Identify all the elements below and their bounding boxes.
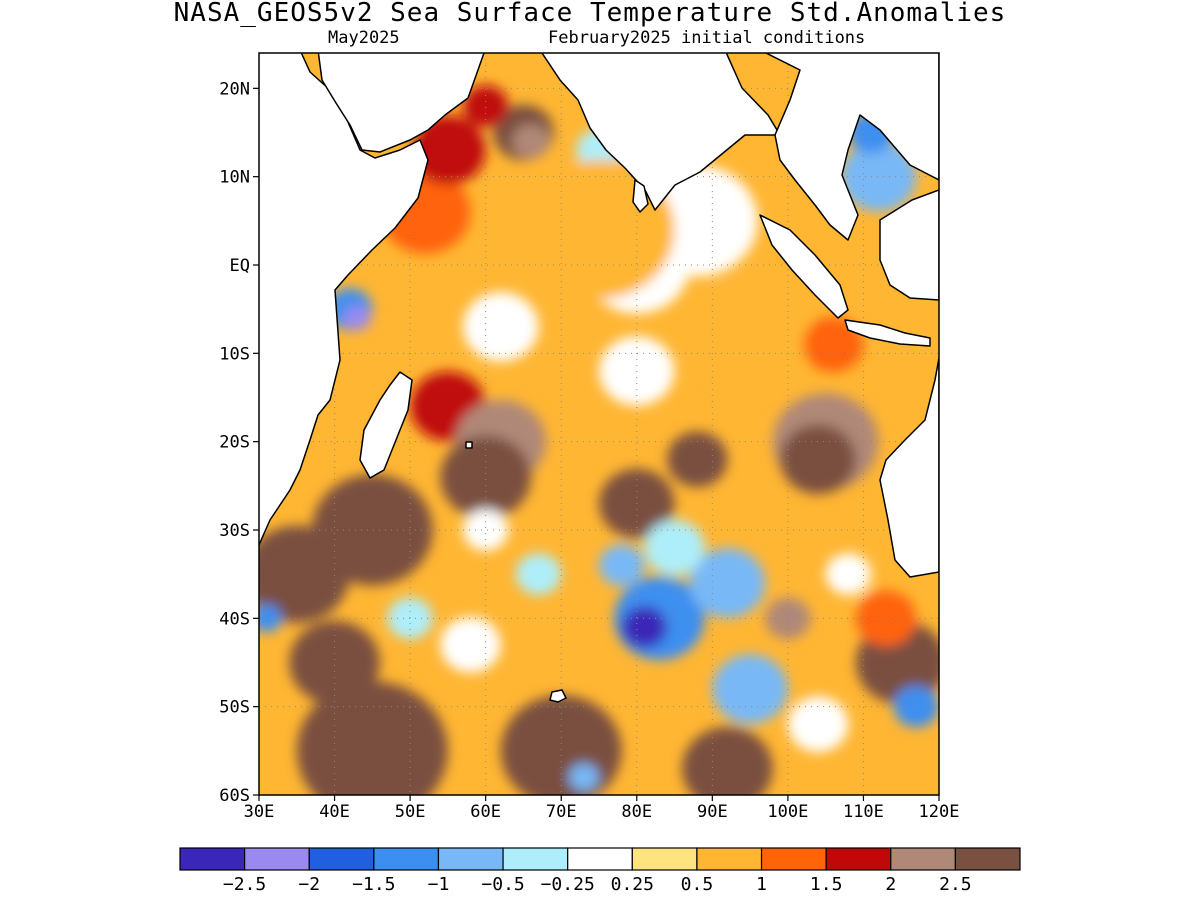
anomaly-patch: [855, 590, 917, 647]
anomaly-patch: [515, 553, 562, 596]
colorbar-swatch: [502, 847, 569, 871]
colorbar-label: 2.5: [939, 874, 972, 895]
lat-tick-label: EQ: [230, 256, 250, 276]
anomaly-patch: [780, 424, 856, 495]
colorbar-label: −0.25: [541, 874, 595, 895]
colorbar-swatch: [631, 847, 698, 871]
map-axes: 30E 40E 50E 60E 70E 80E 90E 100E 110E 120E 20N 10N E…: [219, 79, 959, 822]
colorbar-swatch: [954, 847, 1021, 871]
southeast-asia-landmass: [764, 53, 939, 241]
arabia-landmass: [317, 53, 485, 153]
initial-conditions-label: February2025 initial conditions: [548, 28, 866, 48]
colorbar-swatch: [696, 847, 763, 871]
anomaly-patch: [689, 548, 766, 618]
lon-tick-label: 30E: [244, 802, 275, 822]
lat-tick-label: 40S: [219, 609, 250, 629]
colorbar-label: −1.5: [352, 874, 395, 895]
colorbar-label: 1: [756, 874, 767, 895]
anomaly-patch: [568, 763, 600, 792]
lon-tick-label: 50E: [395, 802, 426, 822]
anomaly-patch: [682, 726, 773, 795]
anomaly-patch: [259, 525, 350, 623]
colorbar-label: −0.5: [481, 874, 524, 895]
anomaly-patch: [440, 617, 501, 673]
lon-tick-label: 90E: [697, 802, 728, 822]
sri-lanka-landmass: [632, 179, 649, 213]
lon-tick-label: 120E: [919, 802, 960, 822]
landmasses: [259, 53, 939, 703]
anomaly-patch: [667, 431, 728, 488]
lon-tick-label: 100E: [767, 802, 808, 822]
anomaly-patch: [512, 123, 550, 159]
map-frame: [258, 52, 940, 796]
lat-lon-grid: [259, 53, 939, 795]
anomaly-patch: [463, 85, 509, 127]
borneo-landmass: [879, 189, 939, 301]
anomaly-patch: [259, 604, 282, 633]
map-plot-area: [259, 53, 939, 795]
colorbar-swatch: [567, 847, 633, 871]
india-landmass: [541, 53, 781, 211]
lat-tick-label: 30S: [219, 521, 250, 541]
colorbar-label: 1.5: [810, 874, 843, 895]
lat-tick-label: 10S: [219, 344, 250, 364]
colorbar-label: −1: [428, 874, 450, 895]
anomaly-patch: [787, 696, 849, 753]
forecast-month: May2025: [328, 28, 400, 48]
anomaly-patch: [296, 681, 448, 795]
anomaly-patch: [410, 115, 486, 185]
map-title: NASA_GEOS5v2 Sea Surface Temperature Std…: [173, 0, 1007, 28]
madagascar-landmass: [359, 371, 413, 479]
mauritius-island: [465, 441, 473, 449]
lon-tick-label: 110E: [843, 802, 884, 822]
colorbar-swatch: [437, 847, 504, 871]
anomaly-patch: [840, 141, 917, 212]
colorbar-label: 0.25: [611, 874, 654, 895]
lon-tick-label: 40E: [319, 802, 350, 822]
lat-tick-label: 60S: [219, 786, 250, 806]
colorbar-label: 2: [885, 874, 896, 895]
anomaly-patch: [343, 305, 371, 331]
colorbar-swatch: [308, 847, 375, 871]
colorbar-swatch: [373, 847, 440, 871]
anomaly-patch: [893, 685, 939, 728]
lat-tick-label: 20S: [219, 433, 250, 453]
anomaly-patch: [712, 654, 788, 724]
lat-tick-label: 10N: [219, 168, 250, 188]
lon-tick-label: 60E: [470, 802, 501, 822]
colorbar: −2.5 −2 −1.5 −1 −0.5 −0.25 0.25 0.5 1 1.5 2 2.5: [179, 847, 1021, 895]
colorbar-swatch: [825, 847, 892, 871]
anomaly-patch: [440, 435, 531, 519]
anomaly-patch: [500, 695, 622, 795]
lon-tick-label: 70E: [546, 802, 577, 822]
anomaly-patch: [599, 544, 645, 587]
colorbar-swatch: [890, 847, 956, 871]
colorbar-label: 0.5: [681, 874, 714, 895]
colorbar-label: −2: [298, 874, 320, 895]
anomaly-patch: [621, 606, 667, 649]
anomaly-patch: [463, 292, 539, 362]
australia-landmass: [879, 357, 939, 578]
anomaly-patch: [825, 553, 871, 596]
colorbar-label: −2.5: [223, 874, 266, 895]
sumatra-landmass: [759, 214, 849, 319]
lat-tick-label: 20N: [219, 79, 250, 99]
anomaly-field: [259, 73, 939, 795]
anomaly-patch: [644, 519, 705, 576]
anomaly-patch: [387, 597, 433, 640]
java-landmass: [844, 319, 931, 347]
colorbar-swatch: [760, 847, 827, 871]
colorbar-swatch: [179, 847, 246, 871]
lon-tick-label: 80E: [621, 802, 652, 822]
anomaly-patch: [463, 509, 509, 551]
colorbar-swatch: [244, 847, 310, 871]
anomaly-patch: [689, 280, 811, 392]
kerguelen-island: [549, 689, 567, 703]
lat-tick-label: 50S: [219, 698, 250, 718]
